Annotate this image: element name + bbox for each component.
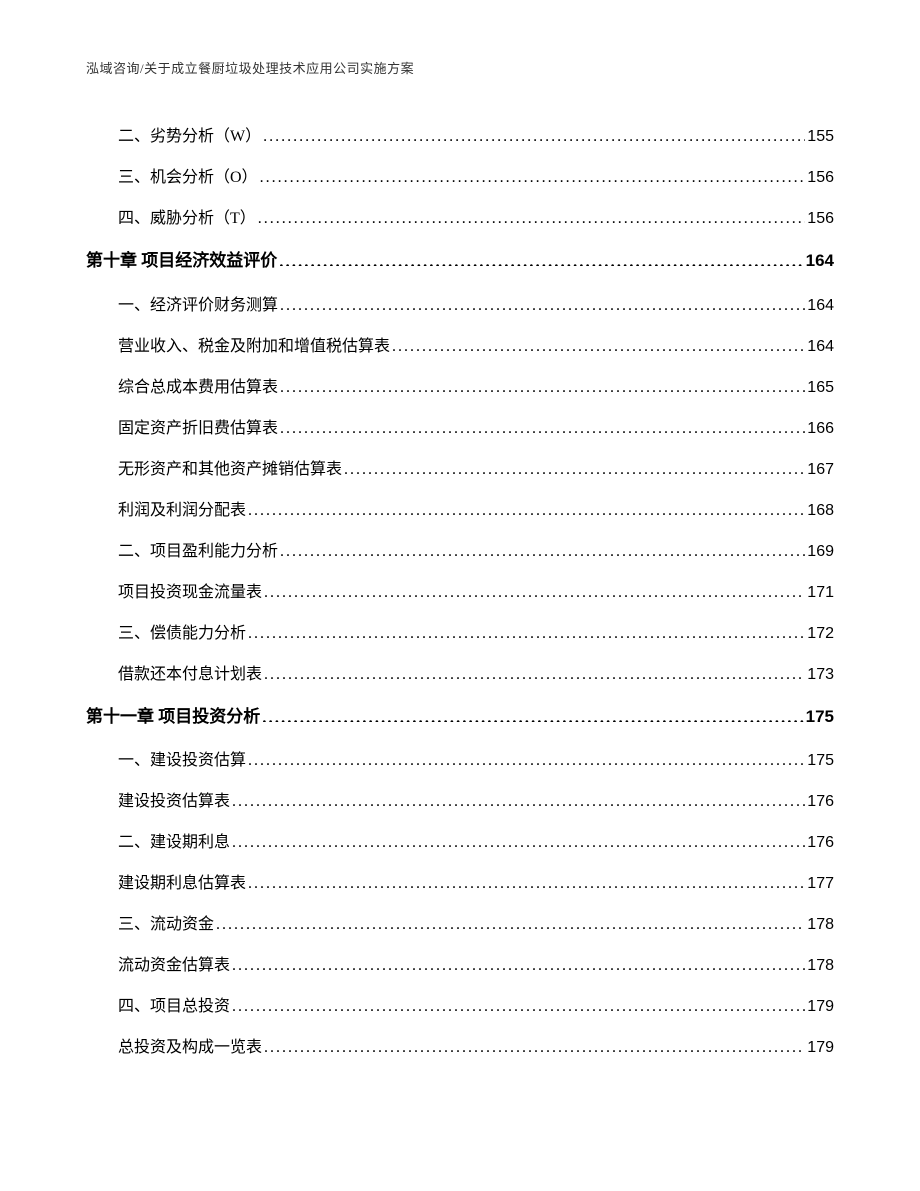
toc-page-number: 169: [807, 540, 834, 564]
toc-leader-dots: [260, 166, 806, 182]
toc-page-number: 172: [807, 622, 834, 646]
toc-label: 流动资金估算表: [118, 954, 230, 978]
toc-page-number: 164: [807, 335, 834, 359]
toc-page-number: 179: [807, 1036, 834, 1060]
toc-leader-dots: [248, 622, 805, 638]
toc-entry: 营业收入、税金及附加和增值税估算表 164: [86, 335, 834, 359]
toc-leader-dots: [344, 458, 805, 474]
toc-page-number: 176: [807, 831, 834, 855]
toc-leader-dots: [262, 705, 803, 722]
toc-label: 建设投资估算表: [118, 790, 230, 814]
toc-entry: 四、威胁分析（T） 156: [86, 207, 834, 231]
toc-entry: 二、项目盈利能力分析 169: [86, 540, 834, 564]
toc-leader-dots: [232, 995, 805, 1011]
toc-page-number: 176: [807, 790, 834, 814]
toc-page-number: 175: [807, 749, 834, 773]
toc-label: 固定资产折旧费估算表: [118, 417, 278, 441]
toc-page-number: 178: [807, 954, 834, 978]
toc-entry: 二、建设期利息 176: [86, 831, 834, 855]
toc-leader-dots: [248, 872, 805, 888]
toc-entry: 三、偿债能力分析 172: [86, 622, 834, 646]
toc-entry: 第十一章 项目投资分析 175: [86, 704, 834, 730]
toc-page-number: 164: [806, 248, 834, 274]
toc-page-number: 164: [807, 294, 834, 318]
toc-label: 三、偿债能力分析: [118, 622, 246, 646]
toc-page-number: 171: [807, 581, 834, 605]
toc-leader-dots: [280, 294, 805, 310]
toc-label: 综合总成本费用估算表: [118, 376, 278, 400]
toc-leader-dots: [232, 954, 805, 970]
toc-label: 二、项目盈利能力分析: [118, 540, 278, 564]
toc-entry: 三、流动资金 178: [86, 913, 834, 937]
toc-label: 四、威胁分析（T）: [118, 207, 256, 231]
toc-label: 借款还本付息计划表: [118, 663, 262, 687]
toc-page-number: 155: [807, 125, 834, 149]
table-of-contents: 二、劣势分析（W） 155 三、机会分析（O） 156 四、威胁分析（T） 156 第十章 …: [86, 125, 834, 1060]
toc-leader-dots: [263, 125, 805, 141]
toc-label: 无形资产和其他资产摊销估算表: [118, 458, 342, 482]
toc-entry: 建设投资估算表 176: [86, 790, 834, 814]
toc-page-number: 156: [807, 207, 834, 231]
toc-page-number: 165: [807, 376, 834, 400]
toc-label: 营业收入、税金及附加和增值税估算表: [118, 335, 390, 359]
toc-leader-dots: [280, 417, 805, 433]
toc-entry: 第十章 项目经济效益评价 164: [86, 248, 834, 274]
toc-page-number: 179: [807, 995, 834, 1019]
toc-label: 二、劣势分析（W）: [118, 125, 261, 149]
toc-label: 利润及利润分配表: [118, 499, 246, 523]
toc-label: 建设期利息估算表: [118, 872, 246, 896]
toc-label: 第十章 项目经济效益评价: [86, 248, 277, 274]
toc-entry: 综合总成本费用估算表 165: [86, 376, 834, 400]
toc-leader-dots: [392, 335, 805, 351]
toc-entry: 建设期利息估算表 177: [86, 872, 834, 896]
toc-label: 三、机会分析（O）: [118, 166, 258, 190]
toc-entry: 无形资产和其他资产摊销估算表 167: [86, 458, 834, 482]
toc-entry: 项目投资现金流量表 171: [86, 581, 834, 605]
toc-page-number: 177: [807, 872, 834, 896]
toc-page-number: 167: [807, 458, 834, 482]
toc-leader-dots: [232, 831, 805, 847]
toc-label: 项目投资现金流量表: [118, 581, 262, 605]
toc-leader-dots: [216, 913, 805, 929]
toc-leader-dots: [232, 790, 805, 806]
toc-entry: 三、机会分析（O） 156: [86, 166, 834, 190]
toc-entry: 一、建设投资估算 175: [86, 749, 834, 773]
toc-label: 一、建设投资估算: [118, 749, 246, 773]
toc-leader-dots: [264, 663, 805, 679]
toc-label: 四、项目总投资: [118, 995, 230, 1019]
toc-page-number: 156: [807, 166, 834, 190]
toc-label: 第十一章 项目投资分析: [86, 704, 260, 730]
toc-leader-dots: [248, 749, 805, 765]
toc-entry: 借款还本付息计划表 173: [86, 663, 834, 687]
toc-leader-dots: [280, 540, 805, 556]
toc-entry: 二、劣势分析（W） 155: [86, 125, 834, 149]
toc-leader-dots: [264, 581, 805, 597]
toc-entry: 四、项目总投资 179: [86, 995, 834, 1019]
toc-page-number: 175: [806, 704, 834, 730]
toc-entry: 固定资产折旧费估算表 166: [86, 417, 834, 441]
toc-entry: 流动资金估算表 178: [86, 954, 834, 978]
toc-leader-dots: [248, 499, 805, 515]
toc-page-number: 178: [807, 913, 834, 937]
toc-leader-dots: [280, 376, 805, 392]
toc-label: 二、建设期利息: [118, 831, 230, 855]
toc-page-number: 168: [807, 499, 834, 523]
toc-label: 三、流动资金: [118, 913, 214, 937]
toc-page-number: 173: [807, 663, 834, 687]
toc-label: 总投资及构成一览表: [118, 1036, 262, 1060]
toc-leader-dots: [264, 1036, 805, 1052]
toc-entry: 利润及利润分配表 168: [86, 499, 834, 523]
toc-leader-dots: [279, 249, 803, 266]
toc-page-number: 166: [807, 417, 834, 441]
toc-leader-dots: [258, 207, 806, 223]
toc-entry: 一、经济评价财务测算 164: [86, 294, 834, 318]
document-header: 泓域咨询/关于成立餐厨垃圾处理技术应用公司实施方案: [86, 58, 834, 77]
toc-entry: 总投资及构成一览表 179: [86, 1036, 834, 1060]
toc-label: 一、经济评价财务测算: [118, 294, 278, 318]
